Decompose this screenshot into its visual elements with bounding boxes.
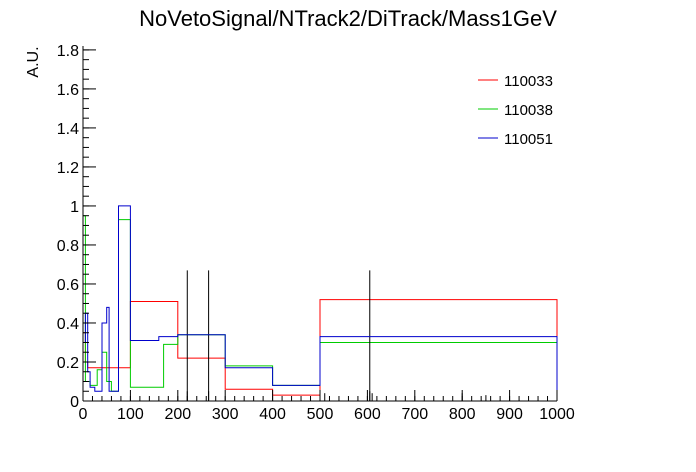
y-tick-label: 1.2 <box>57 160 79 177</box>
legend-label-110033: 110033 <box>504 73 553 90</box>
x-tick-label: 700 <box>401 406 428 423</box>
y-tick-label: 1.8 <box>57 43 79 60</box>
y-axis-label: A.U. <box>25 46 42 77</box>
legend-label-110038: 110038 <box>504 102 553 119</box>
legend-label-110051: 110051 <box>504 131 553 148</box>
series-layer <box>82 205 558 401</box>
x-tick-label: 600 <box>354 406 381 423</box>
y-tick-label: 1 <box>70 199 79 216</box>
axes: 0 100 200 300 400 500 600 700 800 900 1000 0 0.2 0.4 0… <box>57 43 575 423</box>
x-tick-label: 400 <box>259 406 286 423</box>
legend: 110033 110038 110051 <box>478 73 553 148</box>
x-tick-label: 200 <box>164 406 191 423</box>
x-tick-label: 800 <box>449 406 476 423</box>
y-tick-label: 1.4 <box>57 121 79 138</box>
y-tick-label: 0.4 <box>57 316 79 333</box>
y-tick-label: 0.2 <box>57 355 79 372</box>
y-tick-label: 0 <box>70 394 79 411</box>
x-tick-label: 500 <box>307 406 334 423</box>
x-tick-label: 1000 <box>539 406 575 423</box>
x-tick-label: 0 <box>79 406 88 423</box>
x-tick-label: 900 <box>496 406 523 423</box>
x-tick-label: 100 <box>117 406 144 423</box>
y-tick-label: 1.6 <box>57 82 79 99</box>
y-tick-label: 0.6 <box>57 277 79 294</box>
chart-title: NoVetoSignal/NTrack2/DiTrack/Mass1GeV <box>139 6 557 31</box>
x-tick-label: 300 <box>212 406 239 423</box>
y-tick-label: 0.8 <box>57 238 79 255</box>
